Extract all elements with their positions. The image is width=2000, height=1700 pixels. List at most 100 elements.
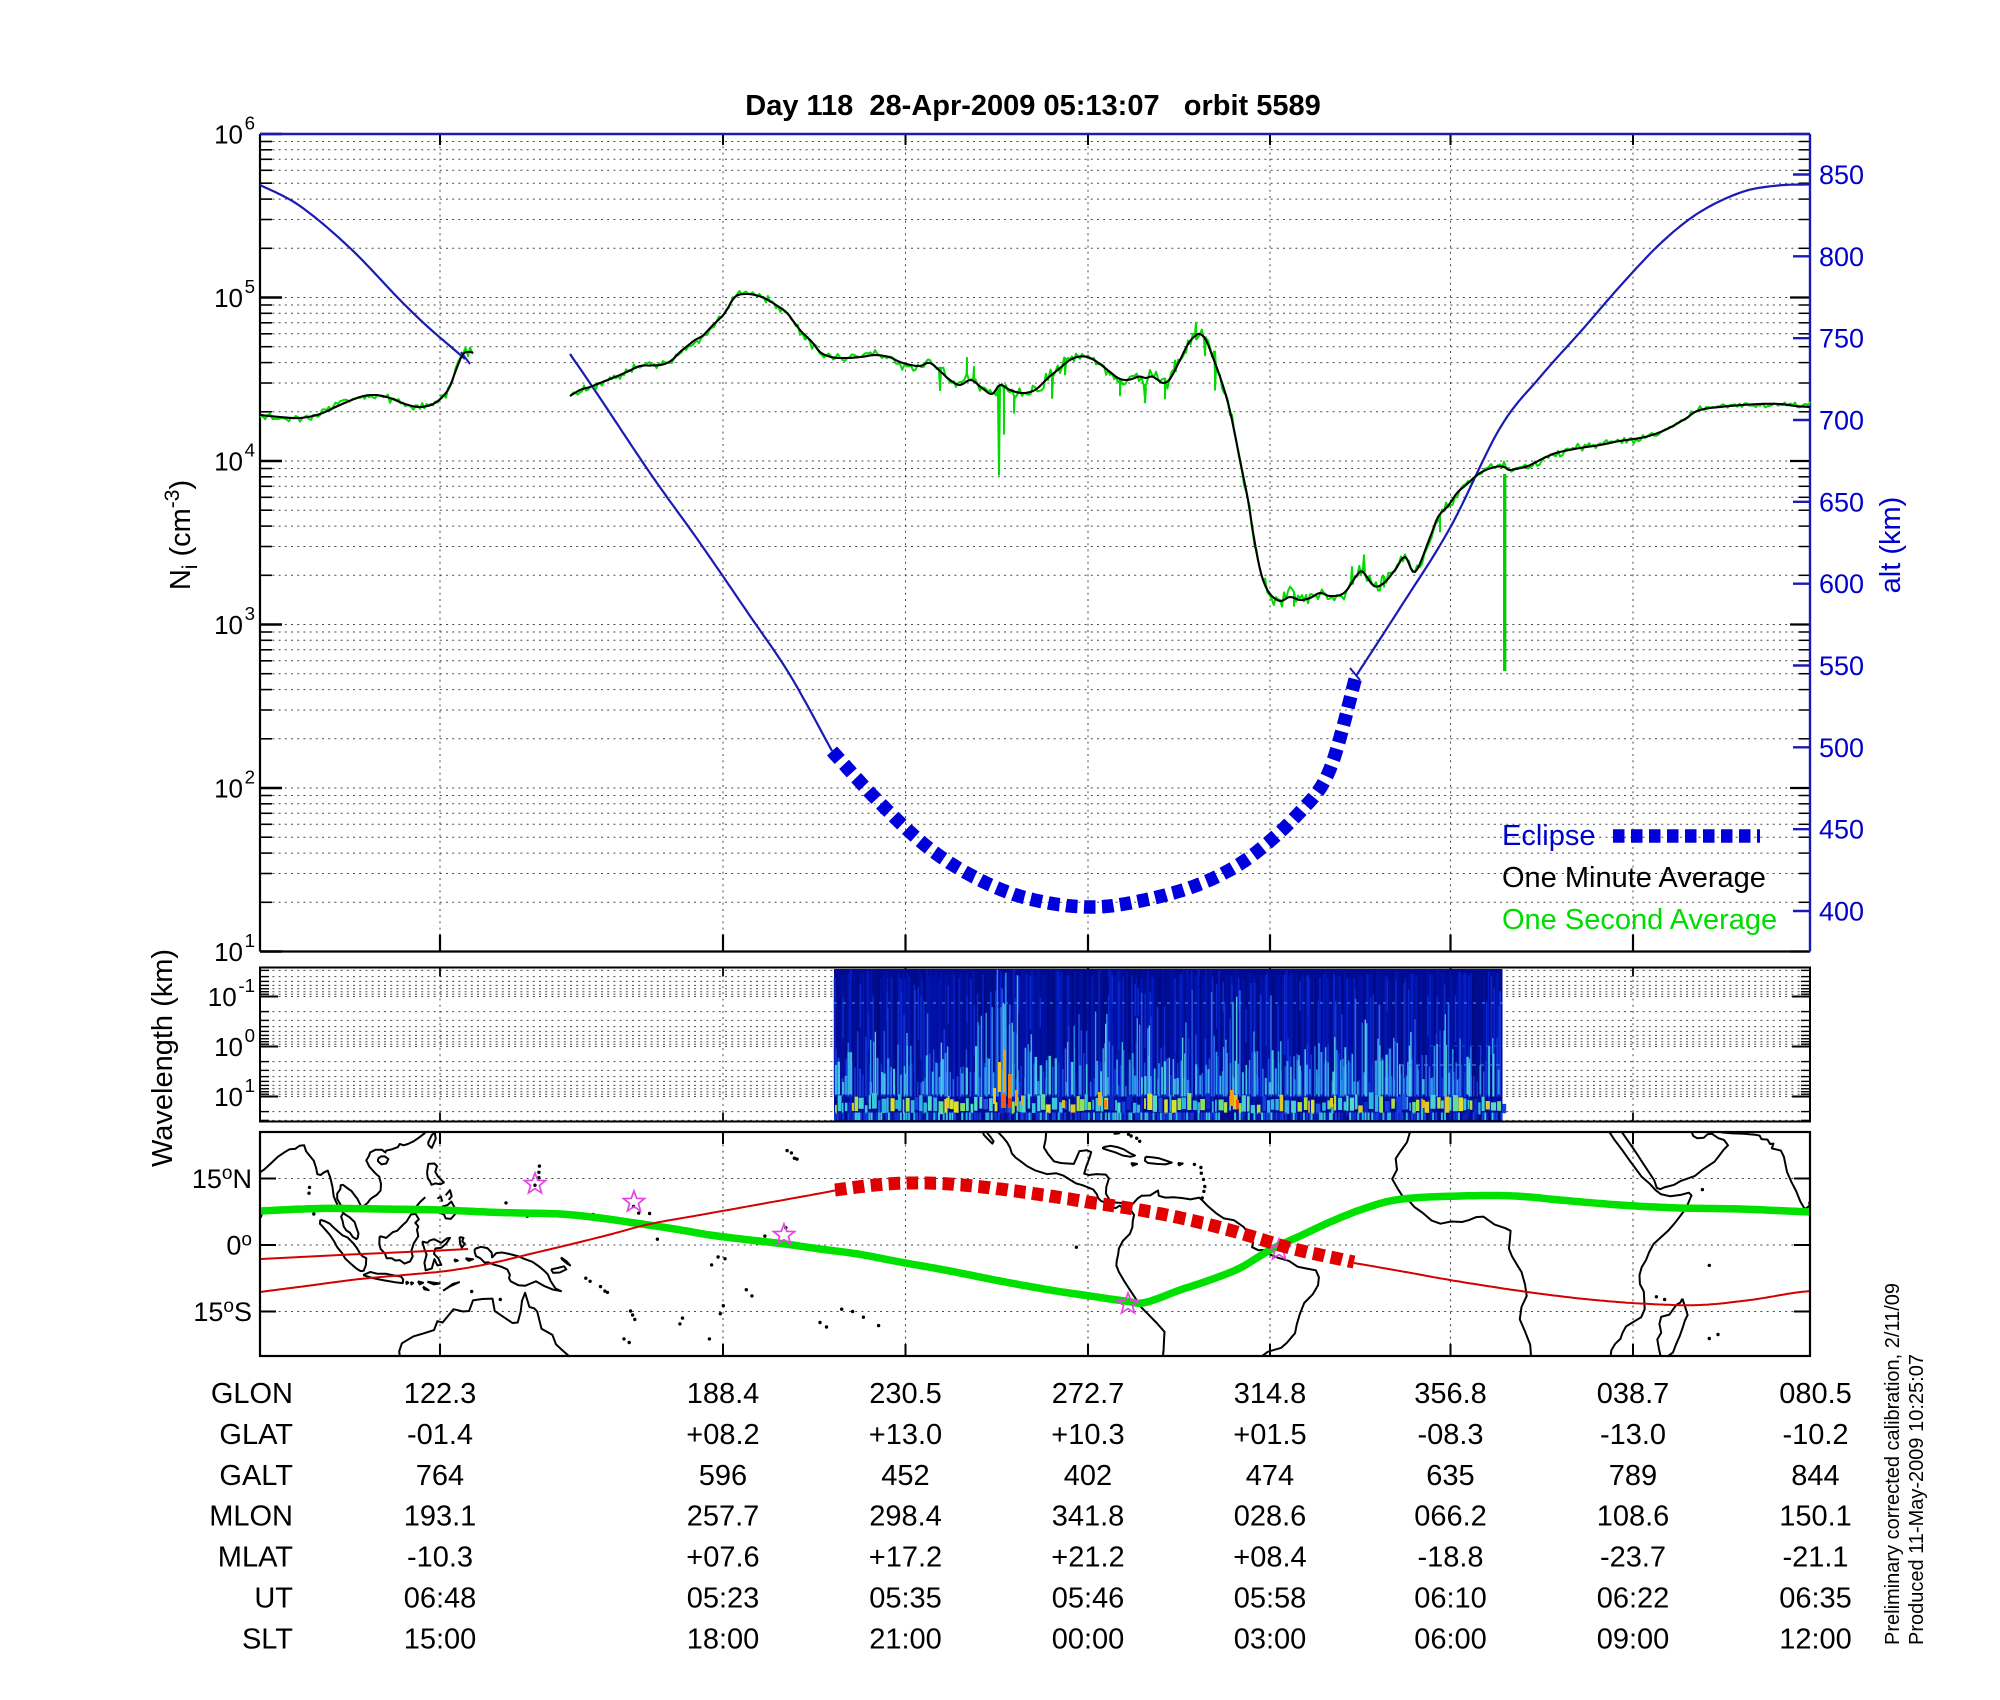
svg-text:-08.3: -08.3	[1417, 1419, 1483, 1451]
svg-text:188.4: 188.4	[687, 1378, 760, 1410]
svg-text:600: 600	[1819, 569, 1864, 599]
svg-text:+07.6: +07.6	[686, 1542, 759, 1574]
svg-text:18:00: 18:00	[687, 1623, 760, 1655]
svg-text:06:35: 06:35	[1779, 1583, 1852, 1615]
svg-text:GALT: GALT	[219, 1460, 293, 1492]
svg-text:257.7: 257.7	[687, 1501, 760, 1533]
svg-text:05:46: 05:46	[1052, 1583, 1125, 1615]
svg-text:06:10: 06:10	[1414, 1583, 1487, 1615]
svg-text:230.5: 230.5	[869, 1378, 942, 1410]
svg-text:750: 750	[1819, 324, 1864, 354]
svg-text:038.7: 038.7	[1597, 1378, 1670, 1410]
svg-text:150.1: 150.1	[1779, 1501, 1852, 1533]
svg-text:MLAT: MLAT	[218, 1542, 293, 1574]
svg-text:+21.2: +21.2	[1051, 1542, 1124, 1574]
svg-text:0: 0	[245, 1025, 255, 1046]
svg-text:122.3: 122.3	[404, 1378, 477, 1410]
svg-text:10: 10	[214, 1032, 243, 1062]
svg-text:764: 764	[416, 1460, 464, 1492]
svg-text:05:35: 05:35	[869, 1583, 942, 1615]
svg-text:GLAT: GLAT	[219, 1419, 293, 1451]
svg-text:10: 10	[208, 982, 237, 1012]
svg-text:03:00: 03:00	[1234, 1623, 1307, 1655]
svg-text:-1: -1	[238, 975, 255, 996]
svg-text:15oS: 15oS	[193, 1296, 252, 1327]
svg-text:05:23: 05:23	[687, 1583, 760, 1615]
svg-text:06:00: 06:00	[1414, 1623, 1487, 1655]
svg-text:15:00: 15:00	[404, 1623, 477, 1655]
svg-text:066.2: 066.2	[1414, 1501, 1487, 1533]
svg-text:10: 10	[214, 610, 243, 640]
svg-text:028.6: 028.6	[1234, 1501, 1307, 1533]
svg-text:850: 850	[1819, 160, 1864, 190]
svg-text:3: 3	[245, 603, 255, 624]
svg-text:356.8: 356.8	[1414, 1378, 1487, 1410]
svg-text:One Second Average: One Second Average	[1502, 904, 1777, 936]
svg-text:00:00: 00:00	[1052, 1623, 1125, 1655]
svg-text:-18.8: -18.8	[1417, 1542, 1483, 1574]
svg-text:0o: 0o	[226, 1230, 252, 1261]
svg-text:635: 635	[1426, 1460, 1474, 1492]
svg-text:MLON: MLON	[209, 1501, 293, 1533]
svg-text:844: 844	[1791, 1460, 1839, 1492]
svg-text:SLT: SLT	[242, 1623, 293, 1655]
svg-text:080.5: 080.5	[1779, 1378, 1852, 1410]
svg-text:Eclipse: Eclipse	[1502, 820, 1596, 852]
svg-text:06:48: 06:48	[404, 1583, 477, 1615]
svg-text:474: 474	[1246, 1460, 1294, 1492]
svg-text:800: 800	[1819, 242, 1864, 272]
svg-text:700: 700	[1819, 406, 1864, 436]
svg-text:272.7: 272.7	[1052, 1378, 1125, 1410]
svg-text:GLON: GLON	[211, 1378, 293, 1410]
svg-text:Produced 11-May-2009 10:25:07: Produced 11-May-2009 10:25:07	[1906, 1354, 1928, 1645]
svg-text:314.8: 314.8	[1234, 1378, 1307, 1410]
svg-text:Day 118 28-Apr-2009 05:13:07: Day 118 28-Apr-2009 05:13:07 orbit 5589	[745, 90, 1321, 122]
svg-text:596: 596	[699, 1460, 747, 1492]
svg-text:Ni (cm-3): Ni (cm-3)	[161, 480, 202, 590]
svg-text:10: 10	[214, 773, 243, 803]
svg-text:341.8: 341.8	[1052, 1501, 1125, 1533]
svg-text:-21.1: -21.1	[1782, 1542, 1848, 1574]
svg-text:452: 452	[881, 1460, 929, 1492]
svg-text:6: 6	[245, 112, 255, 133]
svg-text:1: 1	[245, 1075, 255, 1096]
svg-text:10: 10	[214, 283, 243, 313]
svg-text:+08.2: +08.2	[686, 1419, 759, 1451]
svg-text:15oN: 15oN	[192, 1163, 252, 1194]
svg-text:10: 10	[214, 119, 243, 149]
svg-text:+13.0: +13.0	[869, 1419, 942, 1451]
svg-text:500: 500	[1819, 733, 1864, 763]
svg-text:06:22: 06:22	[1597, 1583, 1670, 1615]
svg-text:400: 400	[1819, 897, 1864, 927]
svg-text:-10.2: -10.2	[1782, 1419, 1848, 1451]
svg-text:21:00: 21:00	[869, 1623, 942, 1655]
svg-text:-10.3: -10.3	[407, 1542, 473, 1574]
svg-text:-23.7: -23.7	[1600, 1542, 1666, 1574]
svg-text:298.4: 298.4	[869, 1501, 942, 1533]
svg-text:UT: UT	[254, 1583, 293, 1615]
svg-text:05:58: 05:58	[1234, 1583, 1307, 1615]
svg-text:193.1: 193.1	[404, 1501, 477, 1533]
svg-text:Wavelength (km): Wavelength (km)	[147, 949, 179, 1167]
svg-text:1: 1	[245, 930, 255, 951]
svg-text:10: 10	[214, 446, 243, 476]
svg-text:789: 789	[1609, 1460, 1657, 1492]
svg-text:450: 450	[1819, 815, 1864, 845]
svg-text:+10.3: +10.3	[1051, 1419, 1124, 1451]
svg-text:+01.5: +01.5	[1233, 1419, 1306, 1451]
svg-text:2: 2	[245, 766, 255, 787]
svg-text:09:00: 09:00	[1597, 1623, 1670, 1655]
svg-text:4: 4	[245, 439, 255, 460]
svg-text:-01.4: -01.4	[407, 1419, 473, 1451]
svg-text:+08.4: +08.4	[1233, 1542, 1306, 1574]
svg-text:10: 10	[214, 1082, 243, 1112]
svg-text:108.6: 108.6	[1597, 1501, 1670, 1533]
svg-text:alt (km): alt (km)	[1875, 497, 1907, 594]
svg-text:One Minute Average: One Minute Average	[1502, 862, 1766, 894]
svg-text:5: 5	[245, 276, 255, 297]
svg-text:Preliminary corrected calibrat: Preliminary corrected calibration, 2/11/…	[1882, 1283, 1904, 1645]
svg-text:+17.2: +17.2	[869, 1542, 942, 1574]
svg-text:650: 650	[1819, 487, 1864, 517]
svg-text:402: 402	[1064, 1460, 1112, 1492]
svg-text:10: 10	[214, 937, 243, 967]
